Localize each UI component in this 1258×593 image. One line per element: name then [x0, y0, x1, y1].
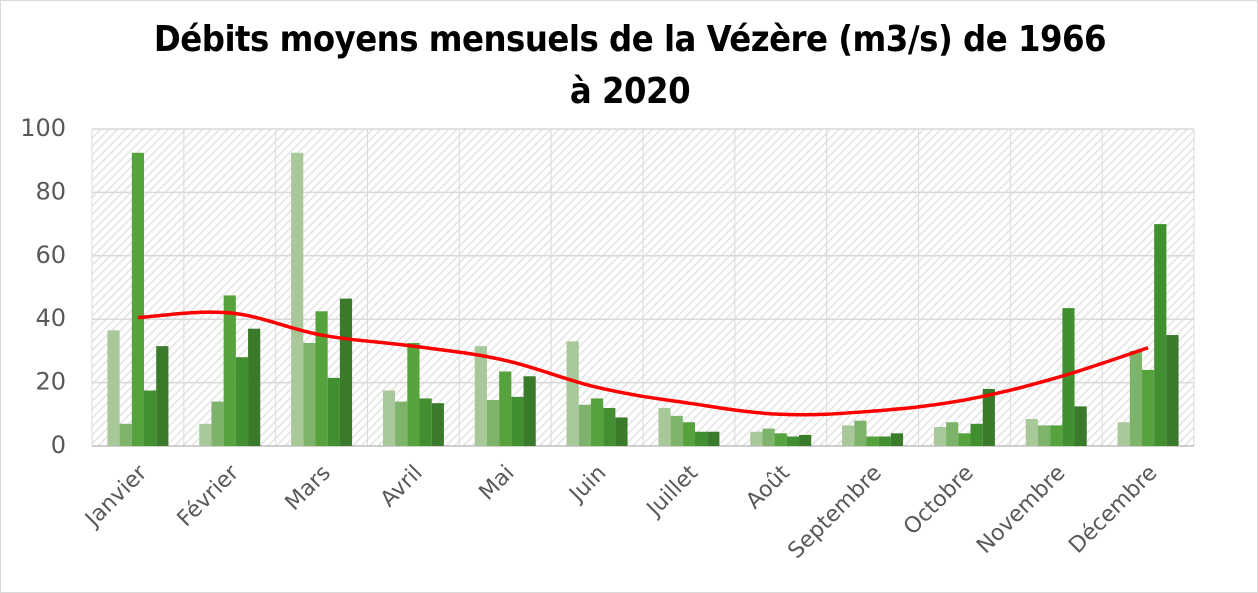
bar: [248, 328, 261, 446]
bar: [156, 346, 169, 446]
bar: [866, 436, 879, 446]
chart-title: Débits moyens mensuels de la Vézère (m3/…: [153, 19, 1107, 112]
bar: [291, 152, 304, 446]
bar: [786, 436, 800, 446]
y-tick-label: 100: [20, 114, 66, 142]
y-tick-label: 80: [35, 177, 66, 205]
bar: [707, 431, 720, 446]
bar: [303, 342, 316, 446]
bar: [750, 431, 763, 446]
bar: [235, 357, 249, 446]
bar: [970, 423, 983, 446]
bar: [523, 376, 536, 446]
bar: [144, 390, 157, 446]
bar: [1129, 350, 1142, 446]
x-tick-label: Février: [173, 460, 245, 532]
bar: [419, 398, 432, 446]
bar: [933, 426, 947, 446]
bar: [854, 420, 867, 446]
bar: [511, 396, 524, 446]
bar: [982, 388, 995, 446]
bar: [407, 342, 420, 446]
bar: [958, 433, 971, 446]
bar: [1037, 425, 1051, 446]
bar: [499, 371, 512, 446]
bar: [878, 436, 891, 446]
bar: [1141, 369, 1155, 446]
bar: [1062, 308, 1075, 446]
bar: [119, 423, 132, 446]
bar: [682, 422, 696, 446]
bar: [382, 390, 396, 446]
bar: [395, 401, 408, 446]
y-tick-label: 20: [35, 368, 66, 396]
bar: [1154, 224, 1167, 446]
bar: [658, 407, 671, 446]
bar: [486, 400, 500, 446]
bar: [1025, 419, 1038, 446]
bar: [566, 341, 579, 446]
bar: [327, 377, 340, 446]
bar: [1074, 406, 1087, 446]
bar: [946, 422, 959, 446]
bar: [199, 423, 212, 446]
x-tick-label: Janvier: [80, 460, 153, 533]
bar: [615, 417, 628, 446]
y-tick-label: 40: [35, 304, 66, 332]
bar: [842, 425, 855, 446]
y-tick-label: 0: [51, 431, 66, 459]
x-tick-label: Décembre: [1064, 461, 1162, 559]
bar: [474, 346, 487, 446]
bar: [799, 434, 812, 446]
bar: [774, 433, 787, 446]
x-tick-label: Octobre: [899, 461, 979, 541]
y-tick-label: 60: [35, 241, 66, 269]
x-tick-label: Septembre: [784, 461, 887, 564]
x-tick-label: Juin: [564, 461, 612, 509]
bar: [578, 404, 591, 446]
bar: [315, 311, 328, 446]
bar: [131, 152, 145, 446]
x-tick-label: Mars: [281, 461, 336, 516]
bar: [1166, 335, 1179, 446]
bar: [223, 295, 236, 446]
x-tick-label: Avril: [376, 461, 428, 513]
bar: [431, 403, 444, 446]
x-tick-label: Juillet: [641, 460, 703, 522]
bar: [1050, 425, 1063, 446]
x-tick-label: Mai: [475, 461, 520, 506]
bar: [107, 330, 120, 446]
bar: [762, 428, 775, 446]
x-tick-label: Août: [741, 460, 795, 514]
line-series: [137, 310, 1149, 417]
bar: [890, 433, 904, 446]
bar: [590, 398, 604, 446]
bar: [695, 431, 708, 446]
bar: [339, 298, 353, 446]
bar: [670, 415, 683, 446]
bar: [211, 401, 224, 446]
bar: [603, 407, 616, 446]
x-tick-label: Novembre: [972, 461, 1070, 559]
bar: [1117, 422, 1130, 446]
